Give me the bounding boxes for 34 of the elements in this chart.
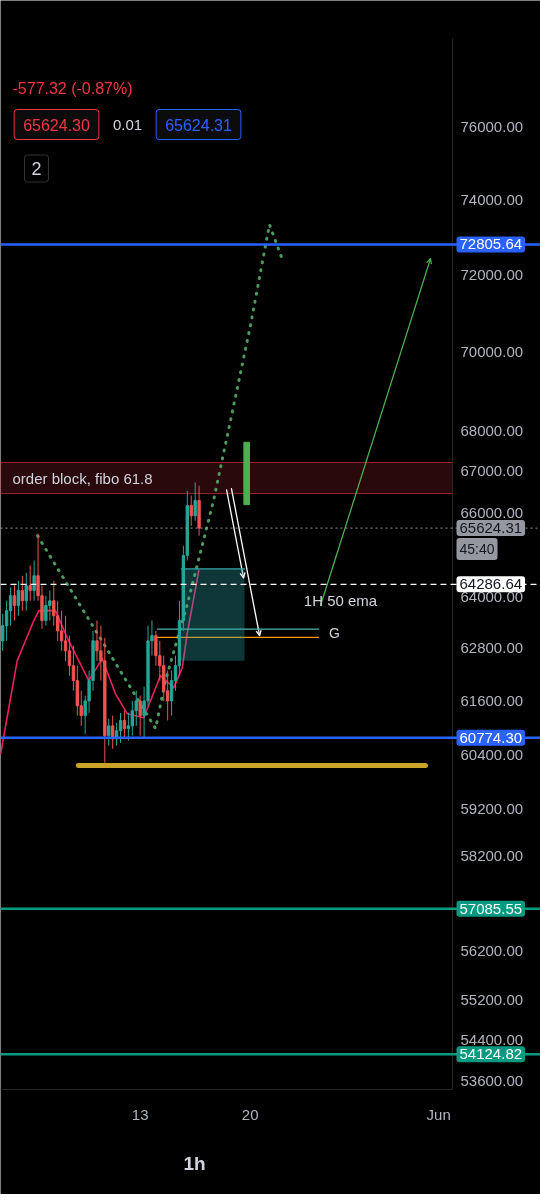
y-tick-label: 72000.00 <box>460 265 524 283</box>
y-tick-label: 56200.00 <box>460 942 524 960</box>
ref-line-label: 65624.31 <box>459 519 523 537</box>
y-tick-label: 60400.00 <box>460 745 524 763</box>
ref-line-label: 54124.82 <box>459 1045 523 1063</box>
y-tick-label: 61600.00 <box>460 691 524 709</box>
y-tick-label: 58200.00 <box>460 846 524 864</box>
ref-line-label: 57085.55 <box>459 899 523 917</box>
y-tick-label: 76000.00 <box>460 118 524 136</box>
y-tick-label: 74000.00 <box>460 191 524 209</box>
annotation: 0.01 <box>112 115 143 133</box>
text: 45:40 <box>459 541 495 558</box>
y-tick-label: 53600.00 <box>460 1071 524 1089</box>
band-label: order block, fibo 61.8 <box>12 469 153 487</box>
annotation: 2 <box>31 159 42 179</box>
x-tick-label: 13 <box>131 1105 149 1123</box>
annotation: 1H 50 ema <box>303 591 378 609</box>
annotation: 65624.30 <box>23 116 90 134</box>
y-tick-label: 67000.00 <box>460 462 524 480</box>
x-tick-label: Jun <box>426 1105 451 1123</box>
x-tick-label: 20 <box>241 1105 259 1123</box>
ref-line-label: 72805.64 <box>459 235 523 253</box>
annotation: 65624.31 <box>165 116 232 134</box>
y-tick-label: 66000.00 <box>460 503 524 521</box>
y-tick-label: 70000.00 <box>460 342 524 360</box>
text: -577.32 (-0.87%) <box>12 80 133 97</box>
y-tick-label: 59200.00 <box>460 800 524 818</box>
text: 1h <box>183 1153 206 1174</box>
y-tick-label: 55200.00 <box>460 991 524 1009</box>
y-tick-label: 62800.00 <box>460 639 524 657</box>
ref-line-label: 60774.30 <box>459 728 523 746</box>
annotation: G <box>329 624 340 641</box>
ref-line-label: 64286.64 <box>459 575 523 593</box>
y-tick-label: 68000.00 <box>460 421 524 439</box>
